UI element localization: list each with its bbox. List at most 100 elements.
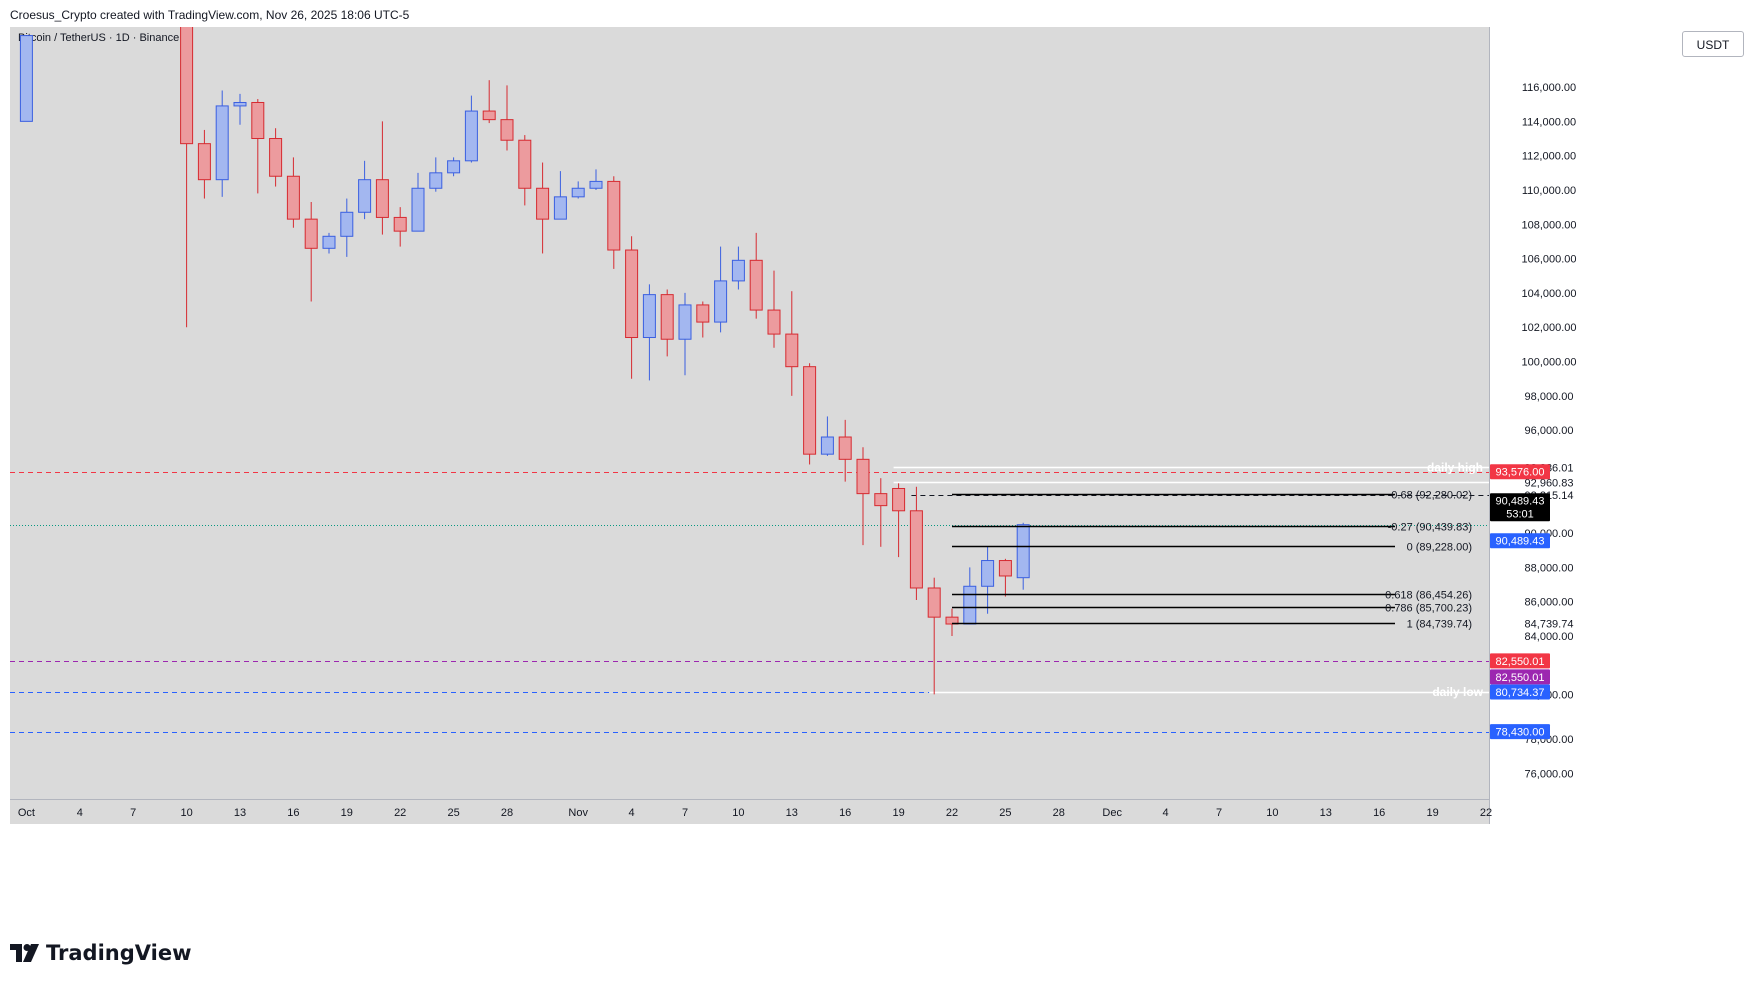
fib-retracement[interactable]: -0.68 (92,280.02) -0.27 (90,439.83) 0 (89,… bbox=[952, 490, 1472, 631]
y-tick-label-4: 86,000.00 bbox=[1525, 597, 1574, 609]
currency-selector[interactable]: USDT bbox=[1682, 31, 1744, 57]
y-tick-label-8: 92,960.83 bbox=[1525, 477, 1574, 489]
candle-body-27 bbox=[642, 294, 656, 339]
time-axis[interactable]: Oct 4 7 10 13 16 19 22 25 28 Nov 4 7 10 13 16 19 22 25 28 De… bbox=[18, 807, 1492, 819]
horizontal-lines: daily high daily low bbox=[10, 460, 1489, 733]
x-tick-label-7: 22 bbox=[394, 807, 406, 819]
candle-body-29 bbox=[678, 304, 692, 340]
x-tick-label-4: 13 bbox=[234, 807, 246, 819]
price-badge-4: 82,550.01 bbox=[1490, 669, 1550, 685]
candle-body-42 bbox=[909, 510, 923, 589]
candle-body-48 bbox=[1016, 524, 1030, 579]
x-tick-label-0: Oct bbox=[18, 807, 35, 819]
y-tick-label-17: 110,000.00 bbox=[1522, 185, 1576, 197]
price-badges: 93,576.0090,489.4353:0190,489.4382,550.0… bbox=[1490, 464, 1550, 740]
candle-body-0 bbox=[19, 35, 33, 122]
candle-body-1 bbox=[180, 27, 194, 145]
x-tick-label-5: 16 bbox=[287, 807, 299, 819]
svg-text:82,550.01: 82,550.01 bbox=[1496, 672, 1545, 684]
candle-body-7 bbox=[286, 175, 300, 220]
candlestick-chart[interactable]: Bitcoin / TetherUS · 1D · Binance daily … bbox=[10, 27, 1747, 924]
y-tick-label-13: 102,000.00 bbox=[1521, 322, 1576, 334]
fib-label-4: 0.786 (85,700.23) bbox=[1385, 603, 1472, 615]
y-tick-label-19: 114,000.00 bbox=[1522, 116, 1576, 128]
candle-body-9 bbox=[322, 235, 336, 249]
candle-body-18 bbox=[482, 110, 496, 121]
candle-body-41 bbox=[892, 487, 906, 512]
x-tick-label-1: 4 bbox=[77, 807, 83, 819]
fib-label-5: 1 (84,739.74) bbox=[1407, 619, 1472, 631]
tradingview-logo-icon bbox=[10, 944, 39, 962]
candle-body-16 bbox=[447, 160, 461, 174]
line-label-1: daily low bbox=[1432, 685, 1483, 699]
candle-body-5 bbox=[251, 101, 265, 140]
candle-body-30 bbox=[696, 304, 710, 323]
svg-text:93,576.00: 93,576.00 bbox=[1496, 467, 1545, 479]
fib-label-1: -0.27 (90,439.83) bbox=[1388, 522, 1472, 534]
y-plain-label-0: 84,739.74 bbox=[1525, 618, 1574, 630]
x-tick-label-27: 22 bbox=[1480, 807, 1492, 819]
candle-body-25 bbox=[607, 180, 621, 251]
y-tick-label-15: 106,000.00 bbox=[1521, 254, 1576, 266]
x-tick-label-25: 16 bbox=[1373, 807, 1385, 819]
x-tick-label-23: 10 bbox=[1266, 807, 1278, 819]
candle-body-37 bbox=[820, 436, 834, 455]
chart-attribution: Croesus_Crypto created with TradingView.… bbox=[10, 8, 410, 22]
candle-body-12 bbox=[375, 179, 389, 218]
candle-body-47 bbox=[998, 560, 1012, 577]
candle-body-19 bbox=[500, 119, 514, 141]
svg-text:90,489.43: 90,489.43 bbox=[1496, 496, 1545, 508]
y-tick-label-14: 104,000.00 bbox=[1521, 288, 1576, 300]
x-tick-label-18: 25 bbox=[999, 807, 1011, 819]
tradingview-logo-text: TradingView bbox=[46, 941, 192, 965]
candle-body-14 bbox=[411, 187, 425, 232]
y-tick-label-12: 100,000.00 bbox=[1521, 357, 1576, 369]
candle-body-24 bbox=[589, 180, 603, 189]
y-tick-label-11: 98,000.00 bbox=[1525, 391, 1574, 403]
candle-body-10 bbox=[340, 211, 354, 237]
x-tick-label-8: 25 bbox=[447, 807, 459, 819]
svg-text:80,734.37: 80,734.37 bbox=[1496, 687, 1545, 699]
plot-area bbox=[10, 27, 1489, 799]
x-tick-label-21: 4 bbox=[1163, 807, 1169, 819]
candle-body-40 bbox=[874, 493, 888, 507]
candle-body-13 bbox=[393, 216, 407, 232]
symbol-title: Bitcoin / TetherUS · 1D · Binance bbox=[18, 32, 179, 44]
candle-body-20 bbox=[518, 139, 532, 189]
y-tick-label-0: 76,000.00 bbox=[1525, 768, 1574, 780]
fib-label-2: 0 (89,228.00) bbox=[1407, 542, 1472, 554]
candle-body-8 bbox=[304, 218, 318, 249]
x-tick-label-6: 19 bbox=[341, 807, 353, 819]
candle-body-43 bbox=[927, 587, 941, 618]
svg-text:78,430.00: 78,430.00 bbox=[1496, 727, 1545, 739]
line-label-0: daily high bbox=[1427, 460, 1483, 474]
x-tick-label-19: 28 bbox=[1053, 807, 1065, 819]
price-badge-0: 93,576.00 bbox=[1490, 464, 1550, 480]
y-tick-label-18: 112,000.00 bbox=[1522, 151, 1576, 163]
tradingview-logo[interactable]: TradingView bbox=[10, 941, 191, 965]
candle-body-28 bbox=[660, 294, 674, 340]
candles bbox=[19, 27, 1030, 695]
price-badge-3: 82,550.01 bbox=[1490, 653, 1550, 669]
candle-body-32 bbox=[731, 259, 745, 282]
x-tick-label-13: 10 bbox=[732, 807, 744, 819]
x-tick-label-12: 7 bbox=[682, 807, 688, 819]
x-tick-label-22: 7 bbox=[1216, 807, 1222, 819]
x-tick-label-9: 28 bbox=[501, 807, 513, 819]
x-tick-label-3: 10 bbox=[180, 807, 192, 819]
candle-body-15 bbox=[429, 172, 443, 189]
candle-body-35 bbox=[785, 333, 799, 368]
candle-body-39 bbox=[856, 458, 870, 495]
x-tick-label-16: 19 bbox=[892, 807, 904, 819]
y-tick-label-16: 108,000.00 bbox=[1521, 219, 1576, 231]
x-tick-label-20: Dec bbox=[1102, 807, 1122, 819]
price-badge-5: 80,734.37 bbox=[1490, 684, 1550, 700]
candle-body-22 bbox=[553, 196, 567, 220]
candle-body-6 bbox=[269, 138, 283, 177]
svg-text:90,489.43: 90,489.43 bbox=[1496, 536, 1545, 548]
candle-body-45 bbox=[963, 585, 977, 625]
price-badge-2: 90,489.43 bbox=[1490, 533, 1550, 549]
fib-label-3: 0.618 (86,454.26) bbox=[1385, 590, 1472, 602]
candle-body-36 bbox=[803, 366, 817, 455]
y-tick-label-20: 116,000.00 bbox=[1522, 82, 1576, 94]
